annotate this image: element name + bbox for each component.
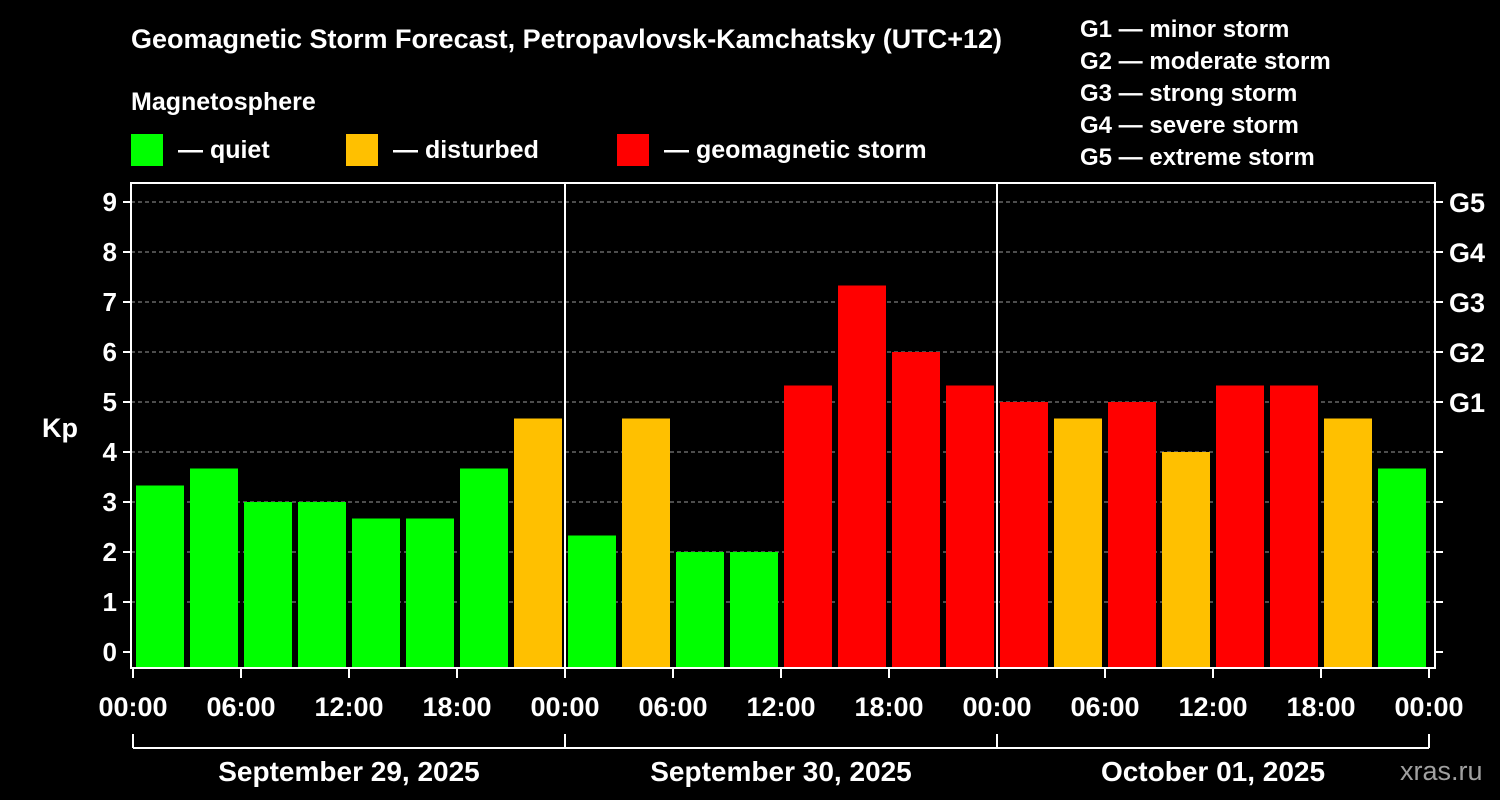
kp-bar <box>136 485 184 668</box>
kp-bar <box>190 468 238 668</box>
y-tick-label: 9 <box>103 187 117 217</box>
storm-scale-g2: G2 — moderate storm <box>1080 48 1331 75</box>
y-tick-label: 7 <box>103 287 117 317</box>
y-tick-label: 3 <box>103 487 117 517</box>
y-tick-label: 2 <box>103 537 117 567</box>
gridlines <box>131 201 1435 603</box>
g-scale-label: G3 <box>1449 288 1485 318</box>
bars <box>136 285 1426 668</box>
chart-title: Geomagnetic Storm Forecast, Petropavlovs… <box>131 24 1002 54</box>
kp-bar <box>1108 402 1156 668</box>
y-axis-label: Kp <box>42 413 78 443</box>
kp-bar <box>298 502 346 668</box>
g-scale-label: G1 <box>1449 388 1485 418</box>
x-tick-label: 18:00 <box>1286 692 1355 722</box>
kp-bar <box>784 385 832 668</box>
x-tick-label: 00:00 <box>962 692 1031 722</box>
x-tick-label: 18:00 <box>854 692 923 722</box>
kp-bar <box>1324 418 1372 668</box>
x-tick-label: 00:00 <box>530 692 599 722</box>
storm-scale-g1: G1 — minor storm <box>1080 16 1289 43</box>
legend-label-quiet: — quiet <box>178 136 270 164</box>
kp-bar <box>1054 418 1102 668</box>
legend-swatch-storm <box>617 134 649 166</box>
kp-bar <box>352 518 400 668</box>
kp-bar <box>406 518 454 668</box>
kp-bar <box>244 502 292 668</box>
x-tick-label: 06:00 <box>206 692 275 722</box>
y-tick-label: 6 <box>103 337 117 367</box>
g-scale-label: G4 <box>1449 238 1485 268</box>
kp-bar <box>676 552 724 668</box>
kp-bar <box>730 552 778 668</box>
plot-frame <box>130 182 1436 669</box>
kp-bar <box>568 535 616 668</box>
day-label: October 01, 2025 <box>1101 756 1325 787</box>
y-tick-label: 0 <box>103 637 117 667</box>
kp-bar <box>1000 402 1048 668</box>
x-tick-label: 00:00 <box>1394 692 1463 722</box>
legend-label-disturbed: — disturbed <box>393 136 539 164</box>
legend-label-storm: — geomagnetic storm <box>664 136 927 164</box>
x-tick-label: 18:00 <box>422 692 491 722</box>
kp-bar <box>622 418 670 668</box>
x-tick-label: 12:00 <box>1178 692 1247 722</box>
g-scale-label: G5 <box>1449 188 1485 218</box>
kp-bar <box>838 285 886 668</box>
kp-bar <box>514 418 562 668</box>
kp-bar <box>1216 385 1264 668</box>
y-tick-label: 5 <box>103 387 117 417</box>
kp-bar <box>1270 385 1318 668</box>
x-tick-label: 12:00 <box>746 692 815 722</box>
storm-scale-g3: G3 — strong storm <box>1080 80 1297 107</box>
day-label: September 30, 2025 <box>650 756 912 787</box>
y-tick-label: 8 <box>103 237 117 267</box>
day-label: September 29, 2025 <box>218 756 480 787</box>
x-tick-label: 12:00 <box>314 692 383 722</box>
axes: 0 1 2 3 4 5 6 7 8 9 G1 G2 G3 G4 G5 00:00 06:00 12:00 18:00… <box>98 187 1485 787</box>
plot-border <box>130 182 1436 669</box>
legend-heading: Magnetosphere <box>131 88 316 116</box>
kp-bar <box>892 352 940 668</box>
storm-scale-g4: G4 — severe storm <box>1080 112 1299 139</box>
kp-bar <box>460 468 508 668</box>
g-scale-label: G2 <box>1449 338 1485 368</box>
x-tick-label: 06:00 <box>638 692 707 722</box>
kp-bar <box>1378 468 1426 668</box>
legend-swatch-quiet <box>131 134 163 166</box>
kp-bar <box>1162 452 1210 668</box>
storm-scale-g5: G5 — extreme storm <box>1080 144 1315 171</box>
x-tick-label: 00:00 <box>98 692 167 722</box>
x-tick-label: 06:00 <box>1070 692 1139 722</box>
y-tick-label: 1 <box>103 587 117 617</box>
legend-swatch-disturbed <box>346 134 378 166</box>
y-tick-label: 4 <box>103 437 118 467</box>
kp-bar <box>946 385 994 668</box>
watermark: xras.ru <box>1400 756 1483 786</box>
